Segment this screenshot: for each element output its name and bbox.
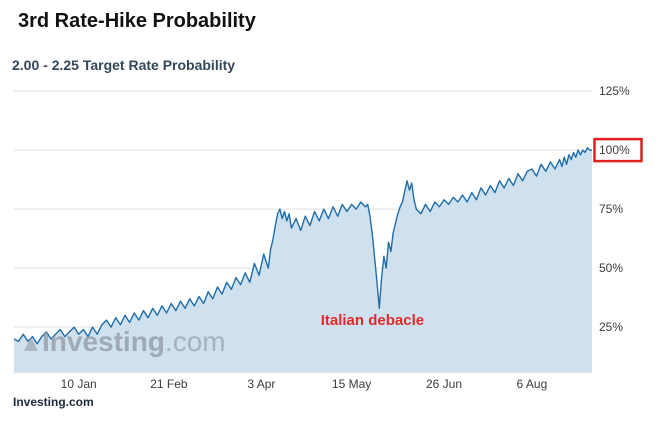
y-tick-label: 75%	[599, 202, 623, 216]
annotation-italian-debacle: Italian debacle	[321, 312, 424, 329]
x-tick-label: 26 Jun	[426, 377, 462, 391]
x-tick-label: 6 Aug	[517, 377, 548, 391]
highlight-box-100	[593, 137, 643, 163]
x-tick-label: 21 Feb	[150, 377, 188, 391]
y-tick-label: 125%	[599, 84, 630, 98]
chart-subtitle: 2.00 - 2.25 Target Rate Probability	[12, 57, 236, 73]
x-tick-label: 3 Apr	[247, 377, 275, 391]
series-line	[13, 147, 592, 345]
probability-chart: Investing.com Italian debacle 10 Jan 21 Feb…	[0, 80, 667, 395]
y-tick-label: 25%	[599, 320, 623, 334]
watermark: Investing.com	[42, 326, 226, 357]
y-tick-label: 50%	[599, 261, 623, 275]
investing-logo-icon	[24, 337, 38, 351]
x-tick-label: 10 Jan	[61, 377, 97, 391]
y-tick-label: 100%	[599, 143, 630, 157]
source-label: Investing.com	[13, 395, 94, 409]
chart-canvas: Investing.com Italian debacle 10 Jan 21 Feb…	[13, 84, 643, 391]
page-title: 3rd Rate-Hike Probability	[18, 10, 256, 32]
x-tick-label: 15 May	[332, 377, 371, 391]
